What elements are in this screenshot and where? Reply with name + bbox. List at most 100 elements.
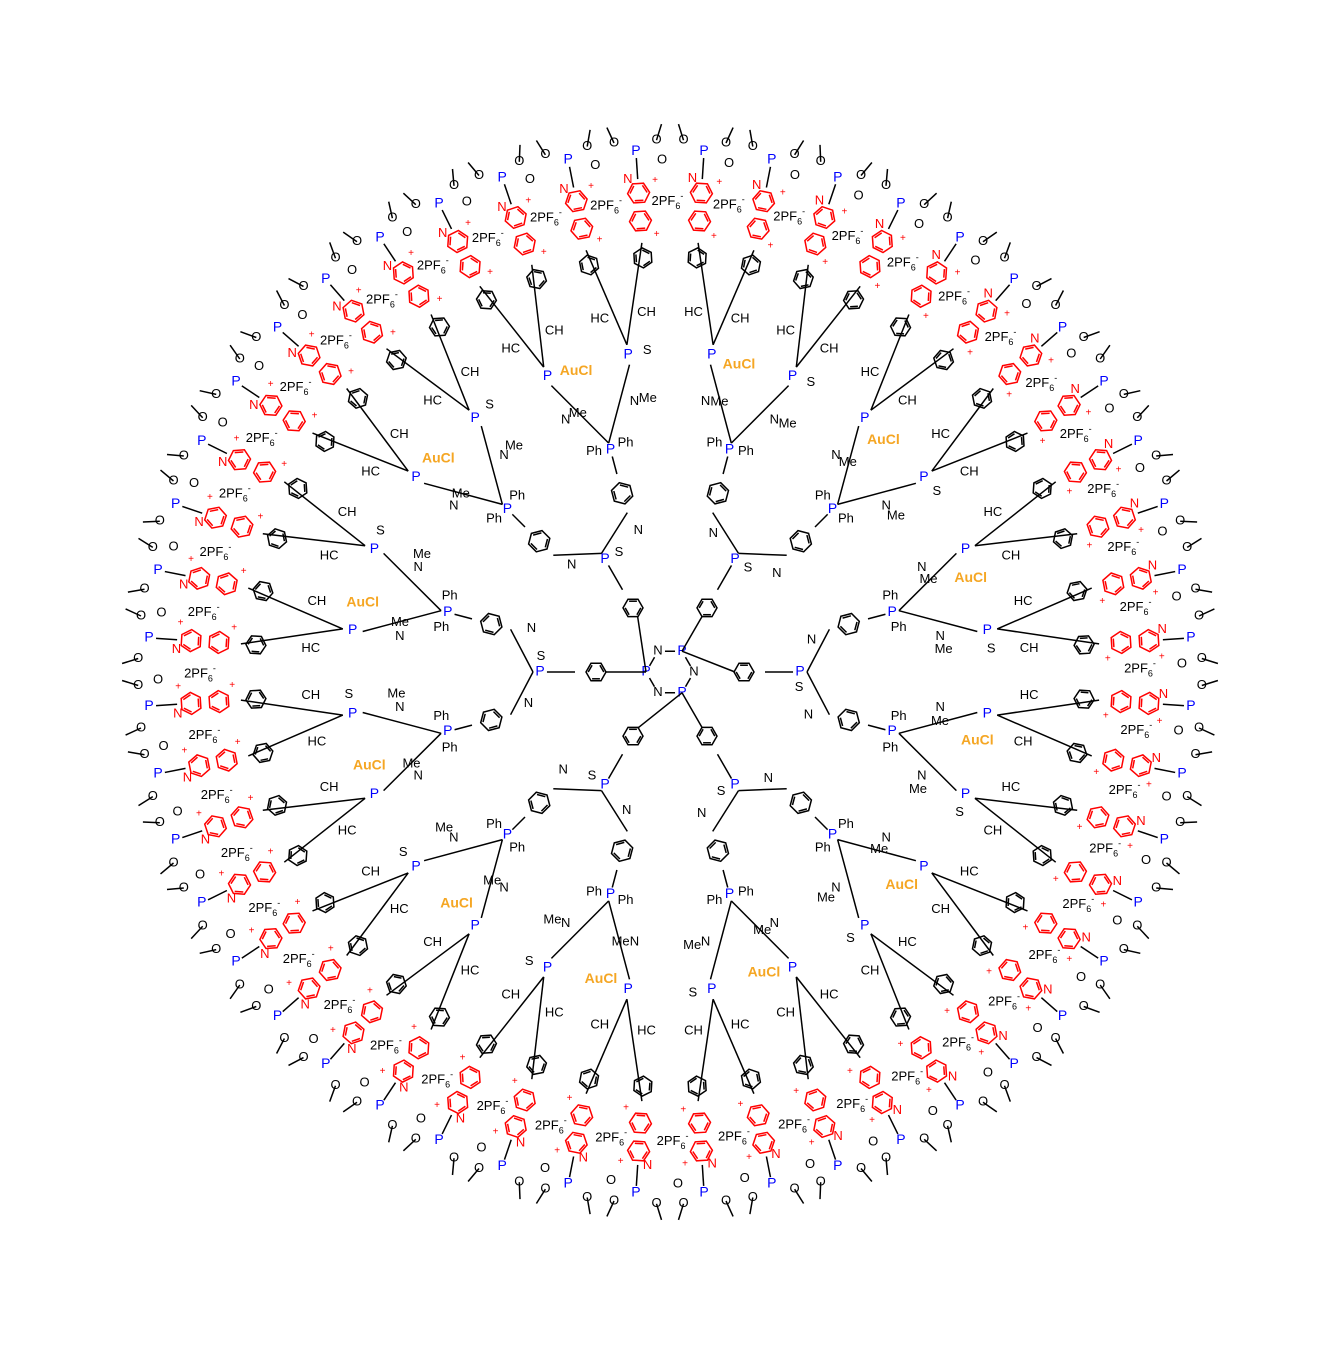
pyridinium-ring-double-bond [211,705,220,711]
hydrazone-n: N [499,880,508,895]
p-s-bg [857,918,872,933]
pyridinium-n: N [438,225,447,240]
ethoxy-bond [1136,925,1150,940]
pyridinium-ring [180,691,202,716]
pyridinium-ring-double-bond [403,1061,412,1068]
counterion-base: 2PF [718,1129,742,1144]
ethoxy-bond [1099,984,1111,1000]
benzyl-ring-double-bond [1035,480,1044,485]
hydrazone-n: N [701,934,710,949]
phosphazene-bond [898,552,957,612]
counterion-subscript: 6 [223,552,228,562]
pyridinium-ring-double-bond [268,864,274,873]
pyridinium-n: N [201,832,210,847]
pyridinium-ring-double-bond [928,1061,937,1068]
hydrazone-n: N [630,934,639,949]
pyridinium-ring-double-bond [1131,575,1136,585]
pyridinium-ring-outline [187,754,211,778]
aryl-ring-double-bond [544,538,549,548]
oxygen-label: O [387,1117,397,1132]
phosphazene-bond [423,482,503,506]
phosphine-p-bg [500,502,515,517]
counterion-label: 2PF6- [942,1033,974,1053]
phosphonate-p: P [1186,629,1195,645]
counterion-subscript: 6 [394,1046,399,1056]
imine-label: HC [960,863,979,878]
phenoxy-ring-outline [622,598,644,618]
terminal-hydrazone-bond [262,797,366,811]
benzyl-ring-double-bond [1075,644,1082,653]
counterion-base: 2PF [221,846,245,861]
cation-charge: + [944,1006,950,1017]
benzyl-ring-double-bond [318,433,326,438]
pyridinium-ring-outline [570,1104,594,1127]
imine-label: CH [338,504,357,519]
oxygen-label: O [279,1030,289,1045]
pyridinium-ring-double-bond [327,975,336,979]
imine-label: HC [390,901,409,916]
benzyl-ring-outline [315,430,335,453]
cation-charge: + [588,181,594,192]
benzyl-ring [252,580,274,602]
benzyl-ring [932,973,955,995]
benzyl-ring-double-bond [973,940,977,949]
counterion-superscript: - [217,603,220,613]
p-s-bg [958,787,973,802]
ethoxy-bond [1198,608,1215,617]
pyridinium-ring-double-bond [1078,472,1085,481]
pyridinium-ring-double-bond [370,1016,379,1021]
oxygen-label: O [1182,539,1192,554]
oxygen-label: O [868,1133,878,1148]
benzyl-ring [740,254,762,276]
ethoxy-bond [793,140,805,156]
benzyl-ring-double-bond [290,480,298,486]
pyridinium-ring-double-bond [1142,756,1150,764]
terminal-hydrazone-bond [931,432,1028,472]
oxygen-label: O [657,152,667,167]
imine-label: HC [301,640,320,655]
oxygen-label: O [476,1139,486,1154]
counterion-base: 2PF [188,727,212,742]
pyridinium-ring [804,1088,827,1112]
pyridinium-ring-double-bond [417,1051,427,1058]
oxygen-label: O [1161,854,1171,869]
oxygen-label: O [1194,607,1204,622]
benzyl-ring-double-bond [702,1081,705,1090]
pyridinium-ring-double-bond [888,1098,891,1108]
counterion-label: 2PF6- [283,949,315,969]
cation-charge: + [235,737,241,748]
benzyl-ring-double-bond [903,1009,909,1017]
thiophosphoryl-p: P [919,858,928,874]
benzyl-ring-double-bond [974,390,981,397]
phosphonate-p-bg [373,231,387,245]
oxygen-label: O [173,804,183,819]
pyridinium-ring-outline [687,210,712,232]
cation-charge: + [780,188,786,199]
ethoxy-bond [655,123,663,141]
phosphine-p-bg [825,827,840,842]
pyridinium-n: N [875,216,884,231]
phosphonate-p-bg [194,434,209,449]
counterion-superscript: - [624,1128,627,1138]
pyridinium-ring-outline [180,691,202,716]
core-atom-label: N [653,684,662,699]
oxygen-label: O [1135,460,1145,475]
thiophosphoryl-p: P [411,468,420,484]
pyridinium-ring-outline [910,284,932,309]
counterion-base: 2PF [366,292,390,307]
thiophosphoryl-p: P [370,785,379,801]
pyridinium-ring-double-bond [567,194,572,204]
benzyl-ring [687,1075,707,1097]
pyridinium-ring [998,958,1022,982]
cation-charge: + [652,175,658,186]
pyridinium-ring [1033,410,1058,432]
counterion-base: 2PF [887,255,911,270]
core-atom-label: N [689,663,698,678]
phosphonate-p-bg [1183,630,1198,645]
pyridinium-ring-outline [1088,449,1113,471]
methyl-label: Me [413,546,431,561]
phosphonate-p: P [144,697,153,713]
benzyl-ring-double-bond [1056,530,1065,535]
pyridinium-ring-outline [447,1090,469,1115]
benzyl-ring [525,268,548,290]
